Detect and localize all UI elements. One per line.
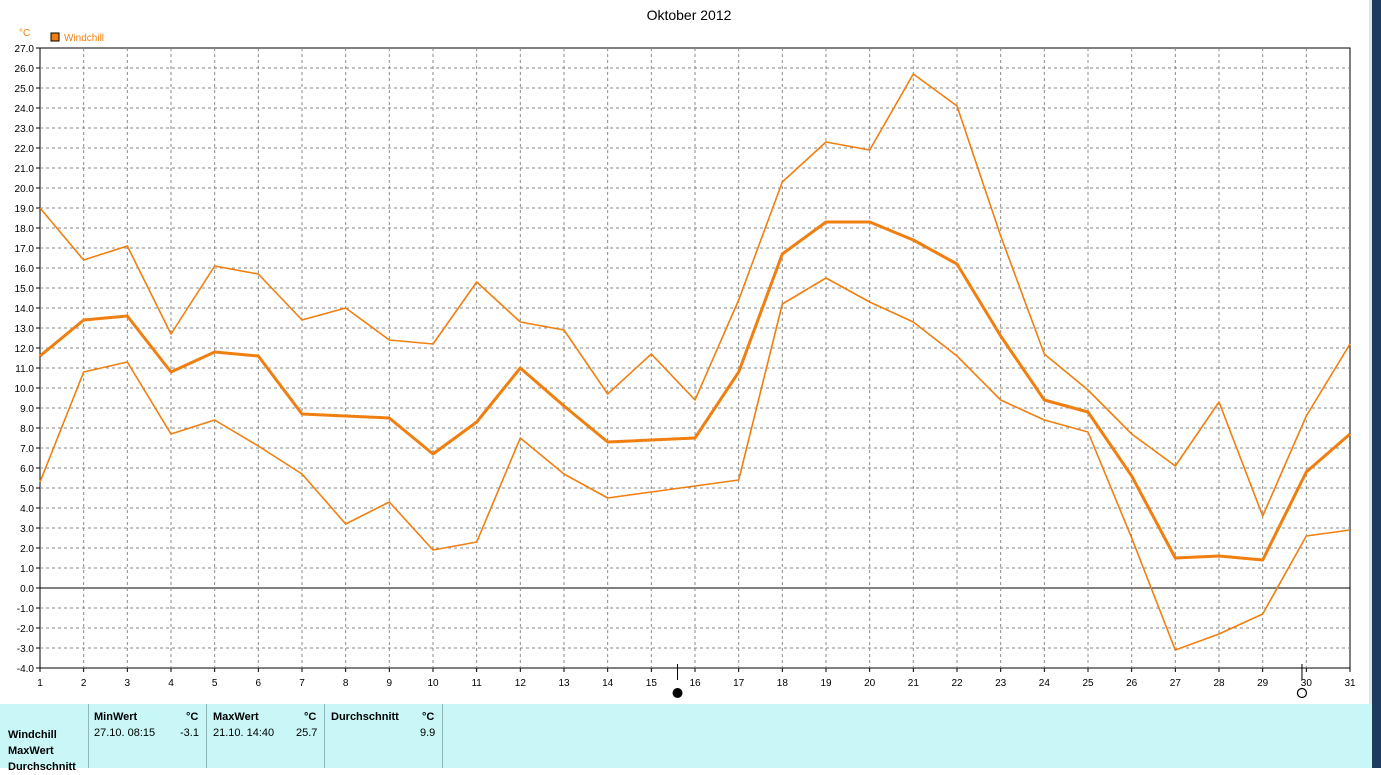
y-tick-label: 11.0 — [15, 364, 34, 375]
x-tick-label: 26 — [1126, 678, 1138, 689]
legend-swatch — [50, 32, 60, 42]
min-header: MinWert — [94, 711, 138, 723]
x-tick-label: 8 — [343, 678, 349, 689]
x-tick-label: 25 — [1082, 678, 1094, 689]
x-tick-label: 9 — [387, 678, 393, 689]
x-tick-label: 23 — [995, 678, 1007, 689]
x-tick-label: 7 — [299, 678, 305, 689]
x-tick-label: 6 — [256, 678, 262, 689]
x-tick-label: 19 — [820, 678, 832, 689]
y-tick-label: 12.0 — [15, 344, 35, 355]
chart-title: Oktober 2012 — [647, 7, 732, 23]
y-tick-label: 6.0 — [20, 464, 34, 475]
min-column: MinWert °C 27.10. 08:15 -3.1 — [88, 704, 206, 768]
avg-value: 9.9 — [420, 727, 436, 739]
series-lines — [39, 73, 1351, 651]
max-header: MaxWert — [213, 711, 259, 723]
y-tick-label: 5.0 — [20, 484, 34, 495]
x-tick-label: 21 — [908, 678, 920, 689]
full-moon-icon — [1296, 687, 1308, 699]
x-tick-label: 28 — [1213, 678, 1225, 689]
x-tick-label: 2 — [81, 678, 87, 689]
x-tick-label: 13 — [558, 678, 570, 689]
y-tick-label: 26.0 — [15, 64, 35, 75]
series-line-avg — [39, 220, 1351, 562]
y-tick-label: 22.0 — [15, 144, 35, 155]
x-tick-label: 12 — [515, 678, 527, 689]
max-date: 21.10. 14:40 — [213, 727, 275, 739]
max-column: MaxWert °C 21.10. 14:40 25.7 — [206, 704, 324, 768]
row-label-maxwert: MaxWert — [8, 745, 54, 757]
legend-label: Windchill — [64, 33, 104, 44]
y-tick-label: 27.0 — [15, 44, 35, 55]
y-tick-label: 20.0 — [15, 184, 35, 195]
y-tick-label: 8.0 — [20, 424, 34, 435]
x-tick-label: 5 — [212, 678, 218, 689]
avg-column: Durchschnitt °C 9.9 — [324, 704, 443, 768]
y-tick-label: 21.0 — [15, 164, 35, 175]
y-tick-label: -2.0 — [17, 624, 35, 635]
y-tick-label: 14.0 — [15, 304, 35, 315]
x-tick-label: 11 — [471, 678, 482, 689]
x-tick-label: 1 — [37, 678, 43, 689]
x-tick-label: 30 — [1301, 678, 1313, 689]
new-moon-icon — [672, 688, 683, 698]
x-tick-label: 31 — [1344, 678, 1356, 689]
stats-panel: Windchill MaxWert Durchschnitt MinWert °… — [0, 704, 1372, 773]
x-tick-label: 29 — [1257, 678, 1269, 689]
y-tick-label: 23.0 — [15, 124, 35, 135]
y-tick-label: 17.0 — [15, 244, 35, 255]
x-tick-label: 15 — [646, 678, 658, 689]
row-label-windchill: Windchill — [8, 729, 57, 741]
y-tick-label: -1.0 — [17, 604, 35, 615]
max-unit: °C — [304, 711, 317, 723]
window-edge — [1369, 0, 1381, 768]
min-date: 27.10. 08:15 — [94, 727, 156, 739]
y-tick-label: -4.0 — [17, 664, 35, 675]
y-tick-label: 19.0 — [15, 204, 35, 215]
y-tick-label: 3.0 — [20, 524, 34, 535]
min-value: -3.1 — [180, 727, 199, 739]
y-tick-label: 15.0 — [15, 284, 35, 295]
y-tick-label: 25.0 — [15, 84, 35, 95]
x-tick-label: 22 — [951, 678, 963, 689]
x-tick-label: 10 — [427, 678, 439, 689]
series-line-min — [39, 277, 1351, 651]
y-axis: -4.0 -3.0 -2.0 -1.0 0.0 1.0 2.0 3.0 4.0 5.0 6.0 7.0… — [15, 44, 40, 675]
x-tick-label: 17 — [733, 678, 745, 689]
x-tick-label: 4 — [168, 678, 174, 689]
x-axis: 1 2 3 4 5 6 7 8 9 10 11 12 13 14 15 16 17 18 19 20 21 22 23 24 2… — [37, 668, 1356, 689]
x-tick-label: 20 — [864, 678, 876, 689]
y-tick-label: 2.0 — [20, 544, 34, 555]
avg-header: Durchschnitt — [331, 711, 399, 723]
avg-unit: °C — [422, 711, 435, 723]
min-unit: °C — [186, 711, 199, 723]
row-label-durchschnitt: Durchschnitt — [8, 761, 76, 773]
max-value: 25.7 — [296, 727, 318, 739]
x-tick-label: 18 — [777, 678, 789, 689]
series-line-max — [39, 73, 1351, 517]
x-tick-label: 24 — [1039, 678, 1051, 689]
y-tick-label: 0.0 — [20, 584, 34, 595]
y-tick-label: 9.0 — [20, 404, 34, 415]
x-tick-label: 3 — [125, 678, 131, 689]
grid — [39, 47, 1351, 669]
y-tick-label: 10.0 — [15, 384, 35, 395]
y-tick-label: 4.0 — [20, 504, 34, 515]
y-tick-label: 16.0 — [15, 264, 35, 275]
y-tick-label: 7.0 — [20, 444, 34, 455]
y-tick-label: 18.0 — [15, 224, 35, 235]
x-tick-label: 14 — [602, 678, 614, 689]
y-unit-label: °C — [19, 28, 30, 39]
moon-markers — [672, 664, 1308, 699]
y-tick-label: 24.0 — [15, 104, 35, 115]
x-tick-label: 16 — [689, 678, 701, 689]
y-tick-label: 1.0 — [20, 564, 34, 575]
y-tick-label: -3.0 — [17, 644, 35, 655]
y-tick-label: 13.0 — [15, 324, 35, 335]
windchill-chart: Oktober 2012 °C Windchill -4.0 -3.0 -2.0 -1… — [15, 7, 1356, 699]
x-tick-label: 27 — [1170, 678, 1182, 689]
